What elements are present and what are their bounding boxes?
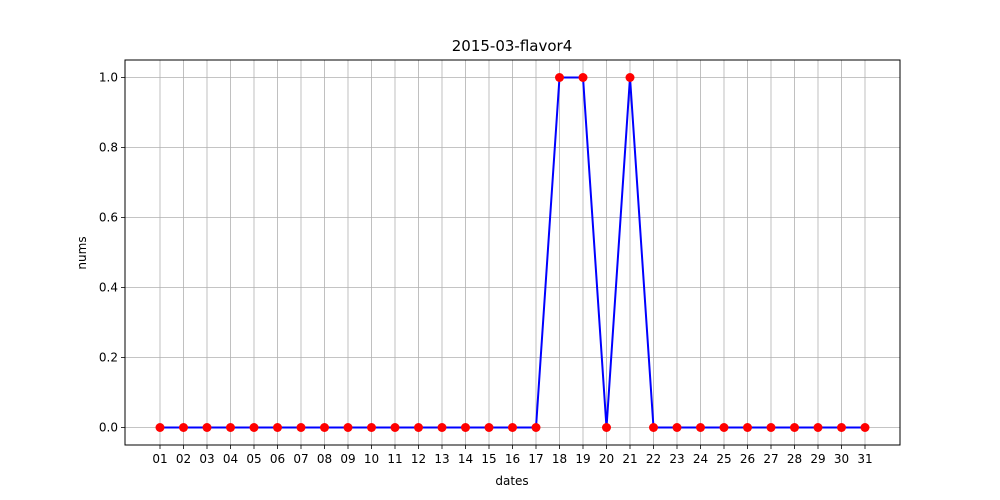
data-point <box>860 423 870 432</box>
x-axis-label: dates <box>495 474 528 488</box>
x-tick-label: 24 <box>693 452 708 466</box>
data-point <box>320 423 329 432</box>
data-point <box>578 73 588 82</box>
data-point <box>155 423 165 432</box>
x-tick-label: 06 <box>270 452 285 466</box>
x-tick-label: 15 <box>481 452 496 466</box>
x-tick-label: 20 <box>599 452 614 466</box>
data-point <box>461 423 470 432</box>
data-point <box>390 423 400 432</box>
x-tick-label: 27 <box>763 452 778 466</box>
data-point <box>813 423 823 432</box>
x-tick-label: 26 <box>740 452 755 466</box>
data-point <box>508 423 517 432</box>
y-tick-label: 0.4 <box>99 281 118 295</box>
y-tick-label: 1.0 <box>99 71 118 85</box>
x-tick-label: 30 <box>834 452 849 466</box>
x-tick-label: 05 <box>246 452 261 466</box>
grid-lines <box>125 60 900 445</box>
data-point <box>555 73 564 82</box>
data-point <box>625 73 635 82</box>
y-tick-label: 0.8 <box>99 141 118 155</box>
y-axis: 0.0 0.2 0.4 0.6 0.8 1.0 <box>99 71 125 435</box>
chart-title: 2015-03-flavor4 <box>452 37 573 55</box>
data-point <box>790 423 799 432</box>
x-tick-label: 28 <box>787 452 802 466</box>
x-tick-label: 11 <box>387 452 402 466</box>
data-point <box>649 423 658 432</box>
x-tick-label: 18 <box>552 452 567 466</box>
data-point <box>696 423 705 432</box>
x-tick-label: 10 <box>364 452 379 466</box>
x-tick-label: 04 <box>223 452 238 466</box>
data-point <box>273 423 282 432</box>
x-tick-label: 12 <box>411 452 426 466</box>
x-tick-label: 22 <box>646 452 661 466</box>
data-point <box>367 423 376 432</box>
data-point <box>672 423 682 432</box>
data-point <box>531 423 541 432</box>
x-tick-label: 29 <box>810 452 825 466</box>
x-tick-label: 03 <box>199 452 214 466</box>
x-tick-label: 02 <box>176 452 191 466</box>
data-point <box>766 423 776 432</box>
series-layer <box>155 73 870 432</box>
data-point <box>743 423 752 432</box>
data-point <box>179 423 188 432</box>
x-tick-label: 25 <box>716 452 731 466</box>
data-point <box>484 423 494 432</box>
data-point <box>202 423 212 432</box>
x-tick-label: 08 <box>317 452 332 466</box>
data-point <box>719 423 729 432</box>
data-point <box>343 423 353 432</box>
x-tick-label: 09 <box>340 452 355 466</box>
x-tick-label: 31 <box>857 452 872 466</box>
x-tick-label: 07 <box>293 452 308 466</box>
x-axis: 01 02 03 04 05 06 07 08 09 10 11 12 13 14 15 16 17 18 19 20… <box>152 445 873 466</box>
x-tick-label: 01 <box>152 452 167 466</box>
y-axis-label: nums <box>75 236 89 269</box>
x-tick-label: 14 <box>458 452 473 466</box>
data-point <box>414 423 423 432</box>
data-point <box>226 423 235 432</box>
x-tick-label: 17 <box>528 452 543 466</box>
x-tick-label: 21 <box>622 452 637 466</box>
data-point <box>437 423 447 432</box>
x-tick-label: 13 <box>434 452 449 466</box>
y-tick-label: 0.2 <box>99 351 118 365</box>
x-tick-label: 19 <box>575 452 590 466</box>
data-point <box>249 423 259 432</box>
data-point <box>837 423 846 432</box>
x-tick-label: 23 <box>669 452 684 466</box>
y-tick-label: 0.0 <box>99 421 118 435</box>
data-point <box>602 423 611 432</box>
data-point <box>296 423 306 432</box>
x-tick-label: 16 <box>505 452 520 466</box>
y-tick-label: 0.6 <box>99 211 118 225</box>
